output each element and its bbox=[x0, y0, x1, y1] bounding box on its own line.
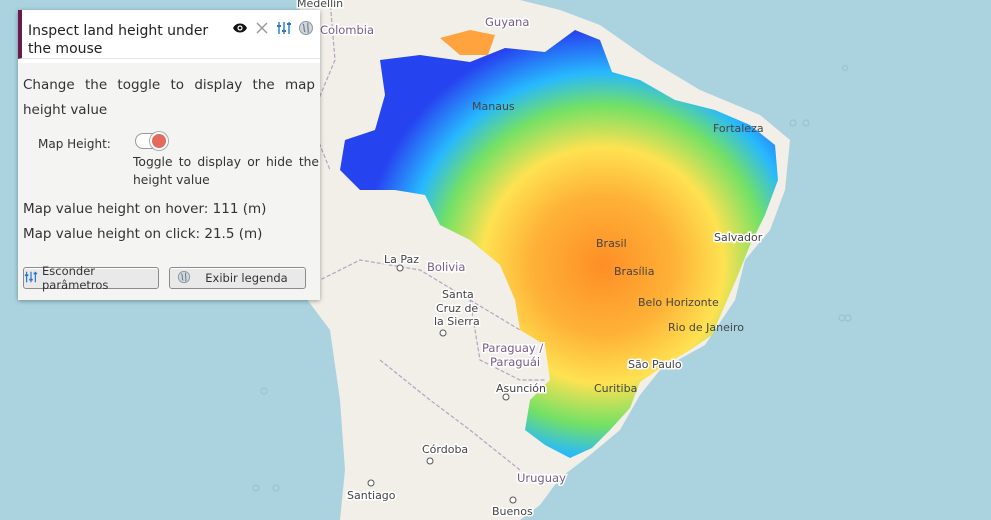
sliders-icon[interactable] bbox=[276, 20, 292, 36]
brazil-height-overlay bbox=[340, 30, 778, 458]
map-label-salvador: Salvador bbox=[714, 231, 763, 244]
hover-height-text: Map value height on hover: 111 (m) bbox=[23, 201, 267, 217]
map-label-santa-cruz-1: Santa bbox=[442, 288, 474, 301]
map-label-sao-paulo: São Paulo bbox=[628, 358, 682, 371]
map-label-medellin: Medellín bbox=[297, 0, 343, 10]
map-label-brasil: Brasil bbox=[596, 237, 627, 250]
toggle-label: Map Height: bbox=[38, 137, 111, 151]
sliders-icon bbox=[24, 270, 38, 287]
height-inspector-panel: Inspect land height under the mouse Chan… bbox=[18, 10, 320, 300]
click-height-text: Map value height on click: 21.5 (m) bbox=[23, 226, 263, 242]
map-label-santa-cruz-2: Cruz de bbox=[436, 302, 478, 315]
map-label-paraguay-2: Paraguái bbox=[490, 355, 540, 369]
globe-icon[interactable] bbox=[298, 20, 314, 36]
map-label-asuncion: Asunción bbox=[496, 382, 546, 395]
map-label-santiago: Santiago bbox=[347, 489, 396, 502]
panel-header: Inspect land height under the mouse bbox=[18, 10, 320, 59]
map-label-belo-horizonte: Belo Horizonte bbox=[638, 296, 719, 309]
map-label-paraguay-1: Paraguay / bbox=[482, 341, 543, 355]
map-label-guyana: Guyana bbox=[485, 15, 529, 29]
close-icon[interactable] bbox=[254, 20, 270, 36]
toggle-row: Map Height: Toggle to display or hide th… bbox=[23, 123, 319, 203]
map-label-brasilia: Brasília bbox=[614, 265, 654, 278]
panel-description: Change the toggle to display the map hei… bbox=[23, 77, 315, 118]
map-label-colombia: Colombia bbox=[320, 23, 374, 37]
map-height-toggle[interactable] bbox=[135, 132, 168, 150]
map-label-bolivia: Bolivia bbox=[427, 260, 465, 274]
panel-tools bbox=[232, 20, 314, 36]
panel-buttons: Esconder parâmetros Exibir legenda bbox=[23, 264, 306, 292]
globe-icon bbox=[177, 270, 191, 287]
map-label-buenos-aires: Buenos bbox=[492, 505, 533, 518]
map-label-uruguay: Uruguay bbox=[517, 471, 566, 485]
map-label-santa-cruz-3: la Sierra bbox=[434, 315, 480, 328]
eye-icon[interactable] bbox=[232, 20, 248, 36]
toggle-knob bbox=[150, 132, 168, 150]
panel-body: Change the toggle to display the map hei… bbox=[18, 63, 320, 300]
hide-params-button[interactable]: Esconder parâmetros bbox=[23, 264, 159, 292]
show-legend-label: Exibir legenda bbox=[205, 271, 288, 285]
map-label-cordoba: Córdoba bbox=[422, 443, 468, 456]
map-label-curitiba: Curitiba bbox=[594, 382, 637, 395]
map-label-la-paz: La Paz bbox=[384, 253, 419, 266]
toggle-hint: Toggle to display or hide the height val… bbox=[133, 155, 319, 187]
map-label-manaus: Manaus bbox=[472, 100, 515, 113]
show-legend-button[interactable]: Exibir legenda bbox=[169, 267, 306, 289]
map-label-rio: Rio de Janeiro bbox=[668, 321, 744, 334]
map-label-fortaleza: Fortaleza bbox=[713, 122, 764, 135]
panel-title: Inspect land height under the mouse bbox=[28, 23, 209, 57]
hide-params-label: Esconder parâmetros bbox=[42, 264, 109, 292]
